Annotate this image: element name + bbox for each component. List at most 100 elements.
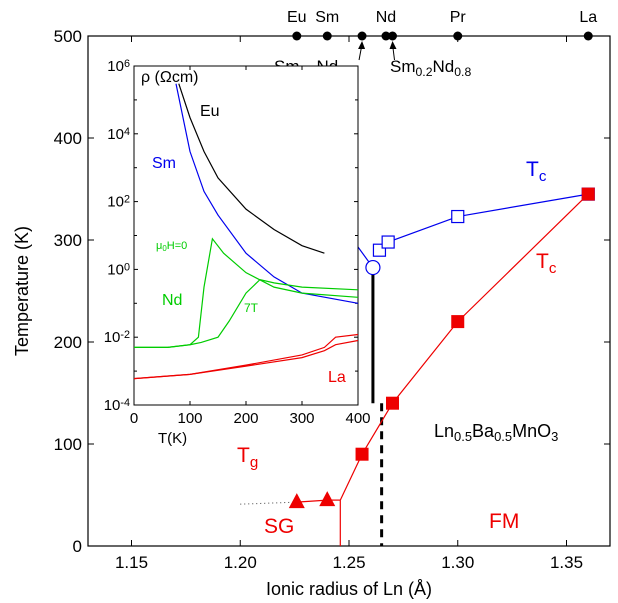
label-part: 10 (107, 194, 124, 211)
data-point-Tc (581, 187, 595, 201)
top-marker-dot (388, 31, 397, 41)
inset-series-extra (134, 278, 359, 349)
label-part: 10 (104, 397, 121, 414)
inset-frame (133, 65, 359, 406)
top-marker-dot (453, 31, 463, 41)
label-part: 10 (107, 261, 124, 278)
inset-series-label-Eu: Eu (200, 103, 220, 120)
series-label-Tc: Tc (536, 250, 557, 277)
top-marker-dot (583, 31, 593, 41)
label-part: 0.8 (454, 65, 471, 79)
inset-y-tick-label: 10-2 (104, 329, 130, 346)
inset-y-tick-label: 104 (107, 125, 130, 142)
label-part: T (526, 158, 539, 181)
label-part: 0.5 (454, 429, 472, 444)
y-axis-label: Temperature (K) (12, 226, 32, 356)
inset-x-tick-label: 400 (345, 410, 370, 427)
label-part: 3 (551, 429, 558, 444)
label-part: 0.2 (416, 65, 433, 79)
label-part: 2 (124, 193, 130, 205)
data-point-Tc (381, 235, 395, 249)
inset-series-extra (133, 339, 359, 380)
data-point-Tc (355, 447, 369, 461)
inset-y-tick-label: 106 (107, 58, 130, 75)
top-marker-label: Eu (287, 9, 307, 26)
data-point-Tc (451, 209, 465, 224)
top-marker-label: La (579, 9, 597, 26)
tg-dotted (240, 501, 297, 505)
label-part: MnO (512, 421, 551, 441)
x-axis-label: Ionic radius of Ln (Å) (266, 579, 432, 599)
data-point-Tg (319, 491, 336, 507)
inset-x-tick-label: 0 (130, 410, 138, 427)
label-part: Ln (434, 421, 454, 441)
x-tick-label: 1.25 (332, 553, 365, 572)
annotation-arrowhead (389, 41, 397, 49)
label-part: 10 (107, 126, 124, 143)
label-part: Ba (472, 421, 495, 441)
data-point-Tco (365, 259, 381, 276)
inset-annotation-field-7t: 7T (244, 301, 259, 315)
region-label-fm: FM (489, 510, 519, 533)
label-part: g (250, 454, 258, 471)
inset-series-label-Sm: Sm (152, 155, 176, 172)
data-point-Tc (386, 396, 399, 410)
top-marker-label: Sm (315, 9, 339, 26)
label-part: Nd (433, 57, 455, 76)
y-tick-label: 200 (54, 333, 82, 352)
region-label-sg: SG (264, 515, 294, 538)
inset-x-axis-label: T(K) (158, 430, 187, 447)
inset-series-Sm (175, 83, 359, 304)
label-part: c (539, 168, 547, 185)
boundary-tg-tc (339, 453, 363, 501)
y-tick-label: 400 (54, 129, 82, 148)
top-marker-label: Nd (376, 9, 396, 26)
top-marker-dot (322, 31, 332, 41)
label-part: -4 (120, 397, 130, 409)
label-part: 0 (124, 261, 130, 273)
label-part: c (549, 260, 557, 277)
inset-y-tick-label: 100 (107, 261, 130, 278)
label-part: 4 (124, 125, 130, 137)
label-part: 0 (162, 244, 167, 253)
label-part: H=0 (167, 240, 188, 252)
x-tick-label: 1.30 (441, 553, 474, 572)
label-part: 6 (124, 58, 130, 70)
label-part: Sm (390, 57, 416, 76)
y-tick-label: 500 (54, 27, 82, 46)
x-tick-label: 1.20 (224, 553, 257, 572)
data-point-Tg (288, 493, 305, 509)
annotation-sm02nd08: Sm0.2Nd0.8 (390, 57, 471, 79)
series-label-Tg: Tg (237, 444, 258, 471)
label-part: 0.5 (494, 429, 512, 444)
inset-y-tick-label: 10-4 (104, 397, 130, 414)
annotation-arrowhead (358, 41, 366, 49)
inset-series-label-Nd: Nd (162, 292, 182, 309)
inset-title: ρ (Ωcm) (141, 69, 199, 86)
top-marker-dot (381, 31, 391, 41)
top-marker-label: Pr (450, 9, 467, 26)
series-line-Tc (361, 193, 589, 455)
label-part: 10 (104, 329, 121, 346)
inset-y-tick-label: 102 (107, 193, 130, 210)
series-line-Tg (296, 499, 328, 503)
inset-series-label-La: La (328, 369, 346, 386)
y-tick-label: 300 (54, 231, 82, 250)
label-part: μ (156, 240, 162, 252)
x-tick-label: 1.35 (550, 553, 583, 572)
top-marker-dot (357, 31, 367, 41)
x-tick-label: 1.15 (115, 553, 148, 572)
inset-annotation-field-zero: μ0H=0 (156, 240, 187, 253)
series-label-Tc: Tc (526, 158, 547, 185)
compound-label: Ln0.5Ba0.5MnO3 (434, 421, 558, 444)
label-part: T (536, 250, 549, 273)
top-marker-dot (292, 31, 302, 41)
inset-x-tick-label: 200 (233, 410, 258, 427)
label-part: -2 (120, 329, 130, 341)
y-tick-label: 100 (54, 435, 82, 454)
inset-x-tick-label: 300 (289, 410, 314, 427)
inset-x-tick-label: 100 (177, 410, 202, 427)
inset-series-Eu (178, 83, 325, 254)
